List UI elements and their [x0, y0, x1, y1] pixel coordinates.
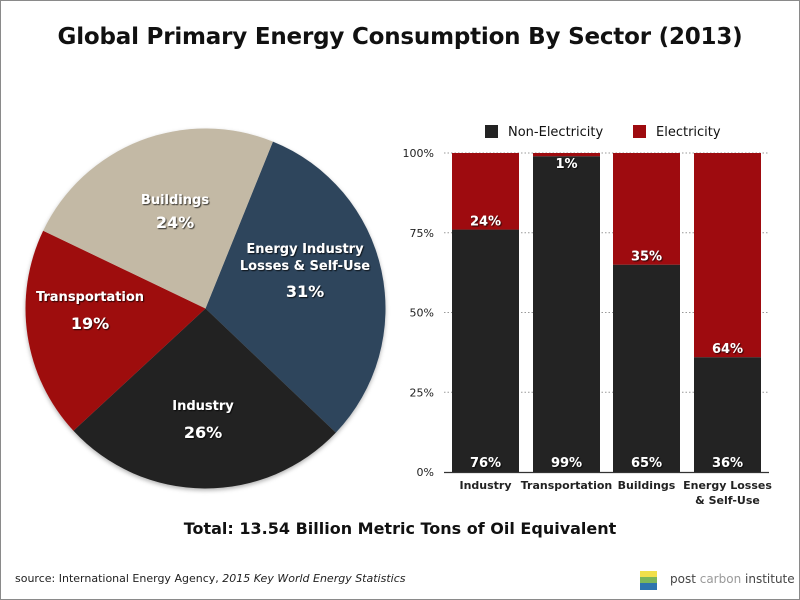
logo-row-blue — [640, 583, 657, 590]
bar-value-label-electricity: 64% — [712, 342, 743, 357]
y-tick-label: 100% — [403, 147, 434, 160]
bar-electricity — [694, 153, 761, 358]
bar-value-label-non-electricity: 76% — [470, 456, 501, 471]
pie-slice-energy-industry-losses-self-use — [205, 141, 386, 433]
pie-label: Industry — [172, 399, 234, 414]
pie-value-label: 24% — [156, 213, 194, 232]
post-carbon-logo-icon — [640, 571, 657, 590]
total-caption: Total: 13.54 Billion Metric Tons of Oil … — [183, 519, 617, 538]
x-category-label: Industry — [459, 479, 511, 492]
legend-swatch-electricity — [633, 125, 646, 138]
bar-value-label-electricity: 35% — [631, 250, 662, 265]
pie-value-label: 31% — [286, 282, 324, 301]
pie-label: Losses & Self-Use — [240, 259, 370, 274]
y-tick-label: 25% — [410, 386, 434, 399]
bar-non-electricity — [613, 264, 680, 472]
chart-title: Global Primary Energy Consumption By Sec… — [57, 24, 743, 50]
bar-value-label-electricity: 24% — [470, 215, 501, 230]
pie-slice-transportation — [25, 230, 206, 431]
legend-swatch-non-electricity — [485, 125, 498, 138]
bar-non-electricity — [533, 156, 600, 472]
x-category-label: Transportation — [521, 479, 612, 492]
bar-non-electricity — [452, 229, 519, 472]
y-tick-label: 75% — [410, 227, 434, 240]
bar-value-label-non-electricity: 99% — [551, 456, 582, 471]
pie-label: Energy Industry — [246, 242, 364, 257]
y-tick-label: 50% — [410, 307, 434, 320]
logo-word-carbon: carbon — [699, 572, 742, 586]
bar-electricity — [613, 153, 680, 265]
bar-non-electricity — [694, 357, 761, 472]
source-publication: 2015 Key World Energy Statistics — [222, 572, 406, 585]
logo-row-green — [640, 577, 657, 583]
bar-value-label-non-electricity: 36% — [712, 456, 743, 471]
legend-label: Non-Electricity — [508, 125, 603, 140]
bar-electricity — [533, 153, 600, 157]
source-citation: source: International Energy Agency, 201… — [15, 572, 406, 585]
pie-label: Transportation — [36, 290, 144, 305]
pie-value-label: 26% — [184, 423, 222, 442]
pie-slice-buildings — [43, 128, 273, 309]
pie-slice-industry — [73, 308, 336, 489]
x-category-label: & Self-Use — [695, 494, 760, 507]
x-category-label: Buildings — [618, 479, 676, 492]
x-category-label: Energy Losses — [683, 479, 772, 492]
pie-chart: Energy Industry Losses & Self-Use 31% Indus… — [25, 128, 386, 489]
bar-value-label-electricity: 1% — [555, 157, 577, 172]
source-prefix: source: International Energy Agency, — [15, 572, 223, 585]
bar-value-label-non-electricity: 65% — [631, 456, 662, 471]
logo-row-yellow — [640, 571, 657, 577]
bar-electricity — [452, 153, 519, 230]
legend-label: Electricity — [656, 125, 721, 140]
pie-label: Buildings — [141, 193, 209, 208]
stacked-bar-chart: 0% 25% 50% 75% 100% 76% 24% 99% 1% 65% 35% 36% 64% In… — [403, 125, 772, 507]
logo-word-post: post — [670, 572, 700, 586]
y-tick-label: 0% — [417, 466, 434, 479]
pie-value-label: 19% — [71, 314, 109, 333]
logo-wordmark: post carbon institute — [670, 572, 795, 586]
logo-word-institute: institute — [741, 572, 795, 586]
